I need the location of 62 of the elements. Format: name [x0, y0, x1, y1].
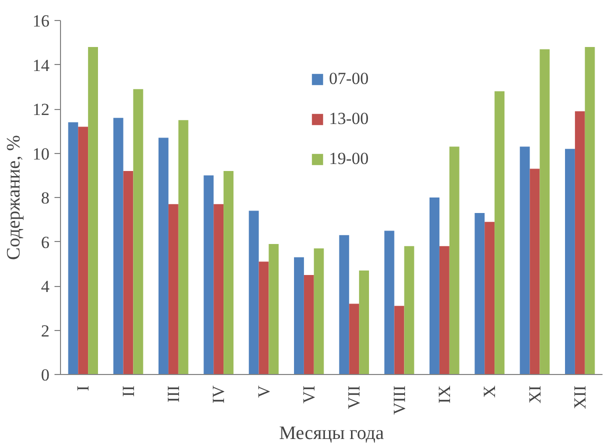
bar: [123, 170, 134, 374]
bar: [204, 175, 214, 374]
bar: [314, 248, 324, 374]
x-tick-label: XII: [570, 385, 590, 410]
y-tick-label: 6: [41, 232, 50, 252]
x-tick-label: X: [480, 385, 500, 398]
x-tick-label: IV: [209, 384, 228, 404]
bar: [359, 270, 369, 374]
bar: [294, 257, 304, 374]
y-tick-label: 0: [41, 366, 50, 384]
bar: [224, 170, 234, 374]
bar: [494, 91, 504, 374]
y-tick-label: 12: [32, 100, 50, 119]
bar: [530, 168, 540, 374]
legend-label: 19-00: [329, 149, 369, 169]
x-tick-label: I: [74, 385, 93, 392]
y-tick-label: 4: [41, 277, 50, 296]
bar: [474, 212, 485, 374]
y-tick-label: 14: [32, 56, 50, 75]
bar: [394, 306, 404, 374]
y-tick-label: 16: [32, 12, 50, 30]
bar: [430, 198, 440, 374]
y-axis-title: Содержание, %: [4, 134, 24, 260]
x-tick-label: VIII: [390, 385, 409, 415]
bar: [113, 118, 124, 374]
legend-label: 13-00: [329, 109, 369, 129]
x-tick-label: V: [254, 384, 274, 398]
bar: [584, 47, 595, 374]
bar: [349, 304, 360, 374]
x-tick-label: IX: [434, 385, 454, 404]
bar: [88, 47, 98, 374]
bar: [404, 246, 414, 374]
bar: [78, 126, 88, 374]
bar: [168, 204, 178, 374]
bar: [384, 230, 394, 374]
y-tick-label: 10: [32, 144, 50, 164]
x-tick-label: II: [118, 385, 138, 397]
bar: [449, 146, 460, 374]
bar: [68, 122, 78, 374]
bar: [178, 120, 188, 374]
x-tick-label: VII: [344, 385, 364, 410]
y-tick-label: 2: [41, 321, 50, 340]
bar: [133, 89, 144, 374]
x-tick-label: III: [164, 385, 183, 402]
bar: [248, 210, 259, 374]
bar: [258, 262, 269, 374]
x-tick-label: VI: [299, 385, 318, 404]
bar: [520, 146, 530, 374]
x-axis-title: Месяцы года: [279, 422, 384, 444]
bar: [484, 222, 495, 374]
bar: [268, 244, 279, 374]
bar: [540, 49, 550, 374]
bar: [565, 148, 575, 374]
bar: [439, 246, 450, 374]
bar: [574, 111, 585, 374]
bar: [304, 274, 314, 374]
legend-label: 07-00: [329, 69, 369, 89]
bar: [158, 138, 168, 374]
bar: [214, 204, 224, 374]
x-tick-label: XI: [525, 385, 544, 404]
y-tick-label: 8: [41, 188, 50, 208]
bar: [339, 235, 350, 374]
